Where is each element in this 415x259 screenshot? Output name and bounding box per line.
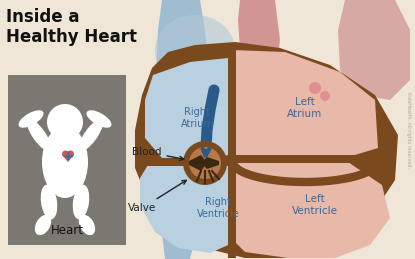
Circle shape [67,150,74,157]
Polygon shape [238,0,280,90]
Text: Blood: Blood [132,147,184,160]
Polygon shape [189,155,207,171]
Text: Left
Atrium: Left Atrium [287,97,322,119]
Ellipse shape [19,110,44,128]
Polygon shape [63,156,73,162]
Polygon shape [135,42,398,258]
Ellipse shape [155,15,235,85]
Ellipse shape [79,119,103,151]
Ellipse shape [42,126,88,198]
Circle shape [189,147,221,179]
Bar [8,75,126,245]
Polygon shape [144,158,228,166]
Text: KidsHealth. All rights reserved.: KidsHealth. All rights reserved. [405,92,410,168]
Text: Heart: Heart [51,224,83,237]
Ellipse shape [79,215,95,235]
Circle shape [62,150,69,157]
Ellipse shape [86,110,112,128]
Ellipse shape [73,185,89,219]
Circle shape [309,82,321,94]
Polygon shape [228,50,236,258]
Circle shape [183,141,227,185]
Text: Right
Atrium: Right Atrium [181,107,213,129]
Ellipse shape [35,215,51,235]
Text: Valve: Valve [128,180,186,213]
Circle shape [47,104,83,140]
Polygon shape [140,165,238,253]
Polygon shape [233,162,390,258]
Text: Inside a
Healthy Heart: Inside a Healthy Heart [6,8,137,46]
Polygon shape [201,157,219,169]
Text: Right
Ventricle: Right Ventricle [197,197,239,219]
Ellipse shape [27,119,51,151]
Polygon shape [145,58,228,162]
Circle shape [320,91,330,101]
Text: Left
Ventricle: Left Ventricle [292,194,338,216]
Polygon shape [233,50,378,158]
Polygon shape [236,155,380,163]
Polygon shape [338,0,410,100]
Ellipse shape [41,185,57,219]
Polygon shape [155,0,210,259]
